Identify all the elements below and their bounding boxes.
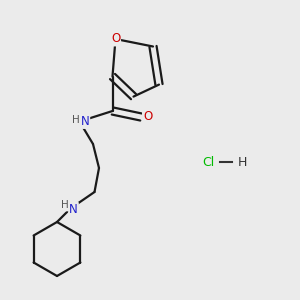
Text: O: O (111, 32, 120, 46)
Text: Cl: Cl (202, 155, 214, 169)
Text: H: H (61, 200, 68, 211)
Text: O: O (143, 110, 152, 124)
Text: N: N (80, 115, 89, 128)
Text: H: H (72, 115, 80, 125)
Text: N: N (69, 203, 78, 216)
Text: H: H (237, 155, 247, 169)
